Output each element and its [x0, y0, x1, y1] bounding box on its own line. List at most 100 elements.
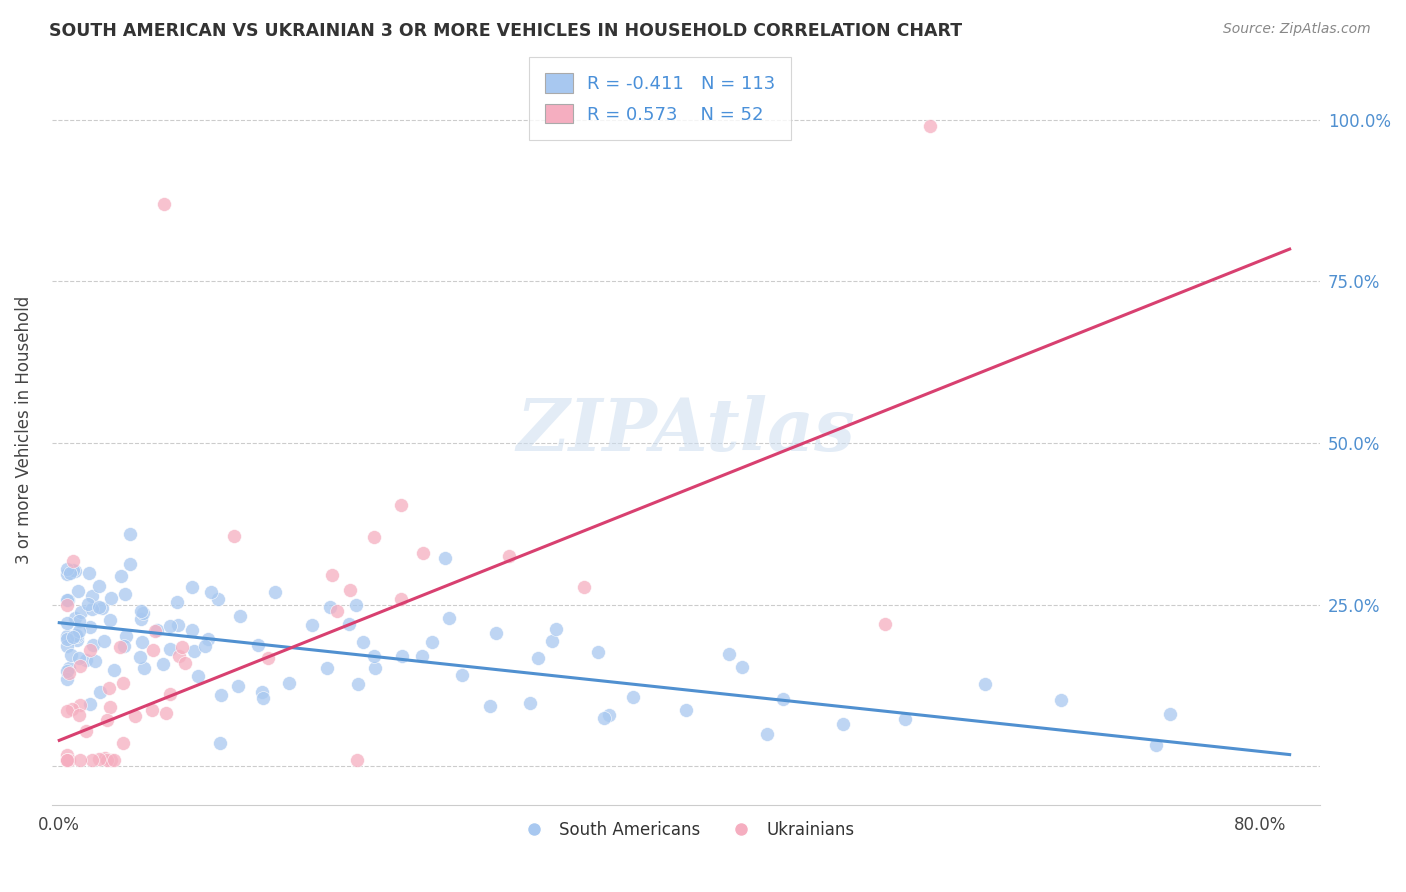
- Point: [62, 630, 84, 644]
- Point: [187, 669, 209, 683]
- Point: [75, 724, 97, 739]
- Point: [586, 645, 609, 659]
- Point: [103, 753, 125, 767]
- Point: [207, 592, 229, 607]
- Point: [485, 626, 508, 640]
- Point: [344, 599, 367, 613]
- Point: [67, 651, 90, 665]
- Point: [58, 753, 80, 767]
- Point: [170, 640, 193, 654]
- Point: [974, 677, 997, 691]
- Point: [98, 699, 121, 714]
- Point: [181, 580, 204, 594]
- Point: [498, 549, 520, 563]
- Point: [347, 677, 370, 691]
- Point: [321, 568, 343, 582]
- Point: [96, 713, 118, 727]
- Point: [183, 644, 205, 658]
- Legend: South Americans, Ukrainians: South Americans, Ukrainians: [510, 814, 862, 846]
- Point: [894, 712, 917, 726]
- Point: [141, 703, 163, 717]
- Point: [730, 660, 752, 674]
- Point: [264, 585, 287, 599]
- Point: [63, 610, 86, 624]
- Point: [112, 735, 135, 749]
- Point: [59, 648, 82, 662]
- Point: [166, 595, 188, 609]
- Point: [63, 564, 86, 578]
- Point: [451, 668, 474, 682]
- Point: [100, 591, 122, 606]
- Point: [118, 526, 141, 541]
- Point: [80, 753, 103, 767]
- Point: [69, 605, 91, 619]
- Y-axis label: 3 or more Vehicles in Household: 3 or more Vehicles in Household: [15, 296, 32, 565]
- Point: [131, 634, 153, 648]
- Point: [89, 579, 111, 593]
- Point: [319, 599, 342, 614]
- Point: [67, 614, 90, 628]
- Point: [59, 566, 82, 580]
- Point: [200, 584, 222, 599]
- Point: [96, 753, 118, 767]
- Point: [55, 567, 77, 582]
- Point: [346, 753, 368, 767]
- Point: [55, 673, 77, 687]
- Point: [77, 566, 100, 580]
- Point: [67, 624, 90, 638]
- Point: [55, 562, 77, 576]
- Point: [519, 696, 541, 710]
- Point: [129, 604, 152, 618]
- Point: [772, 691, 794, 706]
- Point: [120, 557, 142, 571]
- Point: [1049, 693, 1071, 707]
- Point: [55, 704, 77, 718]
- Point: [89, 685, 111, 699]
- Text: SOUTH AMERICAN VS UKRAINIAN 3 OR MORE VEHICLES IN HOUSEHOLD CORRELATION CHART: SOUTH AMERICAN VS UKRAINIAN 3 OR MORE VE…: [49, 22, 962, 40]
- Point: [420, 634, 443, 648]
- Point: [129, 649, 152, 664]
- Point: [222, 528, 245, 542]
- Point: [363, 648, 385, 663]
- Point: [111, 676, 134, 690]
- Point: [58, 665, 80, 680]
- Point: [363, 530, 385, 544]
- Point: [114, 587, 136, 601]
- Point: [55, 616, 77, 631]
- Point: [832, 717, 855, 731]
- Point: [55, 639, 77, 653]
- Point: [98, 613, 121, 627]
- Point: [112, 640, 135, 654]
- Point: [79, 642, 101, 657]
- Point: [621, 690, 644, 705]
- Point: [110, 568, 132, 582]
- Point: [574, 580, 596, 594]
- Point: [60, 702, 83, 716]
- Point: [167, 648, 190, 663]
- Point: [97, 681, 120, 696]
- Point: [277, 675, 299, 690]
- Point: [131, 612, 153, 626]
- Point: [146, 624, 169, 638]
- Point: [55, 753, 77, 767]
- Point: [80, 601, 103, 615]
- Point: [389, 591, 412, 606]
- Point: [87, 599, 110, 614]
- Point: [389, 498, 412, 512]
- Point: [62, 563, 84, 577]
- Point: [67, 707, 90, 722]
- Point: [103, 663, 125, 677]
- Point: [65, 627, 87, 641]
- Point: [1159, 707, 1181, 722]
- Point: [58, 661, 80, 675]
- Point: [76, 597, 98, 611]
- Point: [675, 703, 697, 717]
- Point: [80, 590, 103, 604]
- Point: [1144, 738, 1167, 752]
- Point: [391, 648, 413, 663]
- Point: [250, 685, 273, 699]
- Point: [546, 622, 568, 636]
- Point: [100, 753, 122, 767]
- Point: [593, 711, 616, 725]
- Point: [66, 583, 89, 598]
